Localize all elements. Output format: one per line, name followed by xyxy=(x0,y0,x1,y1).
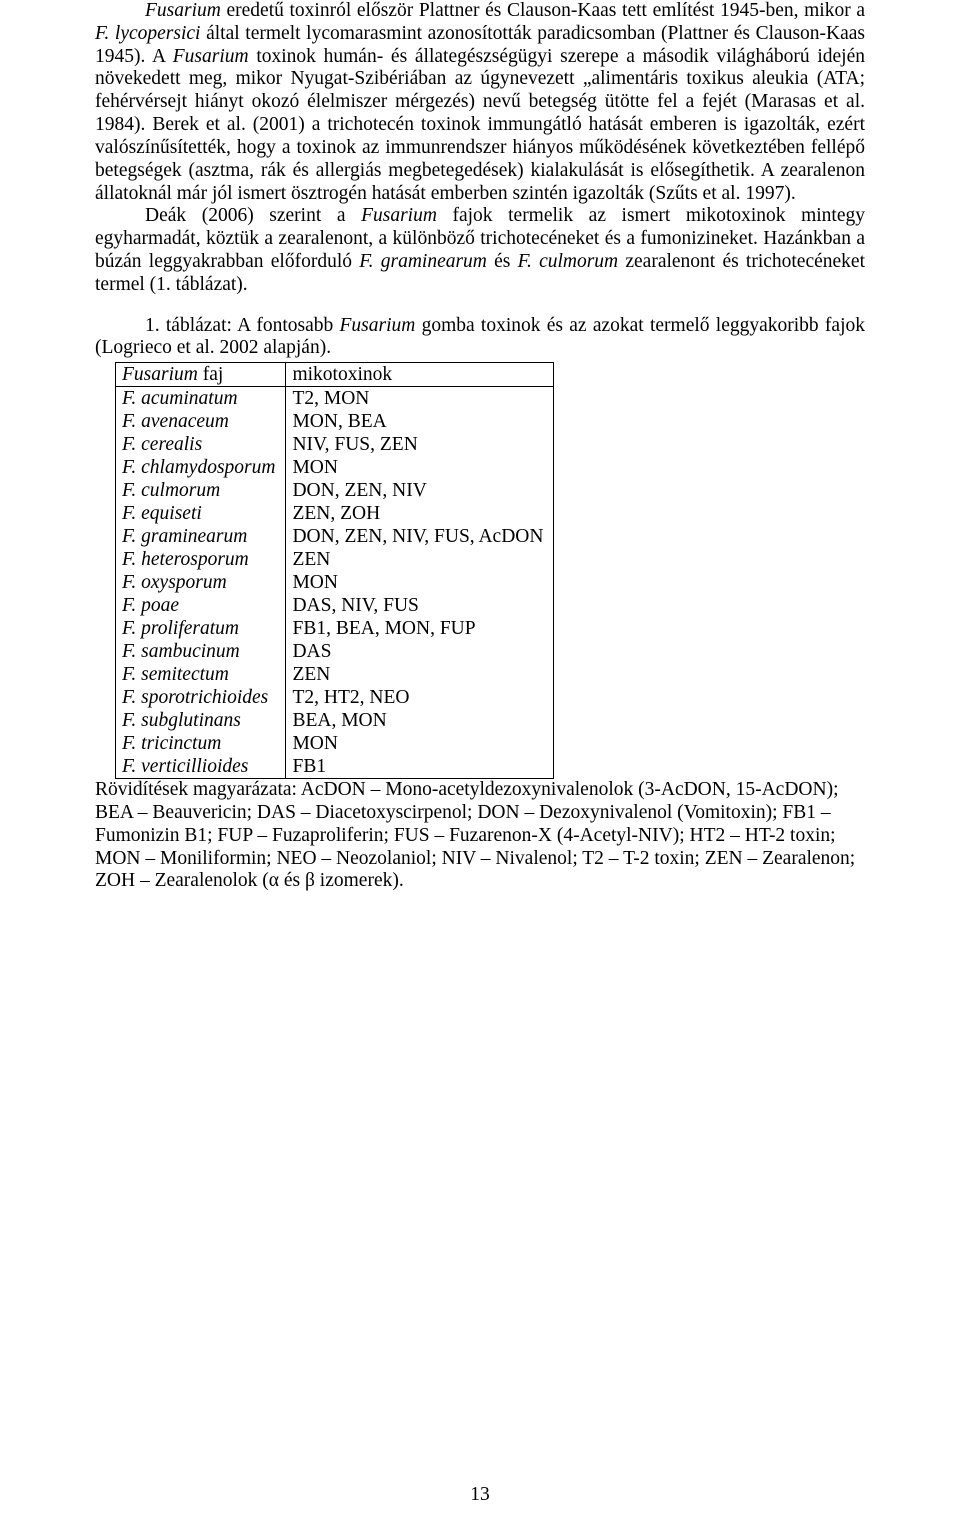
table-row: F. subglutinansBEA, MON xyxy=(116,709,554,732)
paragraph-2: Deák (2006) szerint a Fusarium fajok ter… xyxy=(95,205,865,296)
table-cell-toxins: ZEN xyxy=(286,663,554,686)
table-cell-species: F. equiseti xyxy=(116,502,286,525)
text: Deák (2006) szerint a xyxy=(145,205,361,226)
table-row: F. oxysporumMON xyxy=(116,571,554,594)
table-cell-species: F. heterosporum xyxy=(116,548,286,571)
table-cell-species: F. graminearum xyxy=(116,525,286,548)
text-italic: Fusarium xyxy=(122,364,198,385)
table-cell-species: F. sambucinum xyxy=(116,640,286,663)
table-row: F. semitectumZEN xyxy=(116,663,554,686)
table-cell-toxins: DON, ZEN, NIV xyxy=(286,479,554,502)
table-cell-species: F. acuminatum xyxy=(116,387,286,411)
table-cell-toxins: MON xyxy=(286,456,554,479)
table-cell-species: F. proliferatum xyxy=(116,617,286,640)
table-caption: 1. táblázat: A fontosabb Fusarium gomba … xyxy=(95,315,865,361)
table-row: F. poaeDAS, NIV, FUS xyxy=(116,594,554,617)
table-cell-species: F. culmorum xyxy=(116,479,286,502)
table-cell-toxins: MON, BEA xyxy=(286,410,554,433)
table-cell-toxins: T2, MON xyxy=(286,387,554,411)
table-row: F. avenaceumMON, BEA xyxy=(116,410,554,433)
table-row: F. tricinctumMON xyxy=(116,732,554,755)
table-cell-species: F. semitectum xyxy=(116,663,286,686)
page: Fusarium eredetű toxinról először Plattn… xyxy=(0,0,960,1524)
abbreviations: Rövidítések magyarázata: AcDON – Mono-ac… xyxy=(95,779,865,893)
table-cell-toxins: FB1 xyxy=(286,755,554,779)
table-cell-toxins: ZEN, ZOH xyxy=(286,502,554,525)
table-cell-toxins: MON xyxy=(286,732,554,755)
table-row: F. proliferatumFB1, BEA, MON, FUP xyxy=(116,617,554,640)
table-cell-toxins: T2, HT2, NEO xyxy=(286,686,554,709)
table-row: F. graminearumDON, ZEN, NIV, FUS, AcDON xyxy=(116,525,554,548)
text-italic: F. graminearum xyxy=(359,251,487,272)
table-cell-toxins: NIV, FUS, ZEN xyxy=(286,433,554,456)
table-row: F. acuminatumT2, MON xyxy=(116,387,554,411)
fusarium-toxin-table: Fusarium faj mikotoxinok F. acuminatumT2… xyxy=(115,362,554,779)
page-number: 13 xyxy=(0,1484,960,1506)
text: 1. táblázat: A fontosabb xyxy=(145,315,340,336)
table-cell-species: F. subglutinans xyxy=(116,709,286,732)
table-cell-species: F. chlamydosporum xyxy=(116,456,286,479)
table-header-row: Fusarium faj mikotoxinok xyxy=(116,363,554,387)
text-italic: Fusarium xyxy=(361,205,437,226)
text: és xyxy=(487,251,518,272)
table-cell-toxins: MON xyxy=(286,571,554,594)
table-row: F. heterosporumZEN xyxy=(116,548,554,571)
table-cell-toxins: DON, ZEN, NIV, FUS, AcDON xyxy=(286,525,554,548)
table-row: F. cerealisNIV, FUS, ZEN xyxy=(116,433,554,456)
table-cell-species: F. poae xyxy=(116,594,286,617)
paragraph-1: Fusarium eredetű toxinról először Plattn… xyxy=(95,0,865,205)
text-italic: Fusarium xyxy=(173,46,249,67)
table-row: F. sporotrichioidesT2, HT2, NEO xyxy=(116,686,554,709)
text: toxinok humán- és állategészségügyi szer… xyxy=(95,46,865,204)
text-italic: Fusarium xyxy=(340,315,416,336)
table-cell-species: F. avenaceum xyxy=(116,410,286,433)
text: faj xyxy=(198,364,223,385)
table-cell-species: F. verticillioides xyxy=(116,755,286,779)
table-cell-toxins: FB1, BEA, MON, FUP xyxy=(286,617,554,640)
table-header-species: Fusarium faj xyxy=(116,363,286,387)
table-cell-toxins: DAS, NIV, FUS xyxy=(286,594,554,617)
table-row: F. sambucinumDAS xyxy=(116,640,554,663)
text-italic: F. culmorum xyxy=(518,251,619,272)
table-cell-toxins: BEA, MON xyxy=(286,709,554,732)
table-row: F. verticillioidesFB1 xyxy=(116,755,554,779)
table-cell-species: F. oxysporum xyxy=(116,571,286,594)
text-italic: Fusarium xyxy=(145,0,221,21)
table-row: F. culmorumDON, ZEN, NIV xyxy=(116,479,554,502)
table-cell-species: F. cerealis xyxy=(116,433,286,456)
text: eredetű toxinról először Plattner és Cla… xyxy=(221,0,865,21)
table-cell-toxins: DAS xyxy=(286,640,554,663)
table-row: F. equisetiZEN, ZOH xyxy=(116,502,554,525)
table-cell-toxins: ZEN xyxy=(286,548,554,571)
table-row: F. chlamydosporumMON xyxy=(116,456,554,479)
table-cell-species: F. tricinctum xyxy=(116,732,286,755)
table-cell-species: F. sporotrichioides xyxy=(116,686,286,709)
text-italic: F. lycopersici xyxy=(95,23,200,44)
table-header-toxins: mikotoxinok xyxy=(286,363,554,387)
